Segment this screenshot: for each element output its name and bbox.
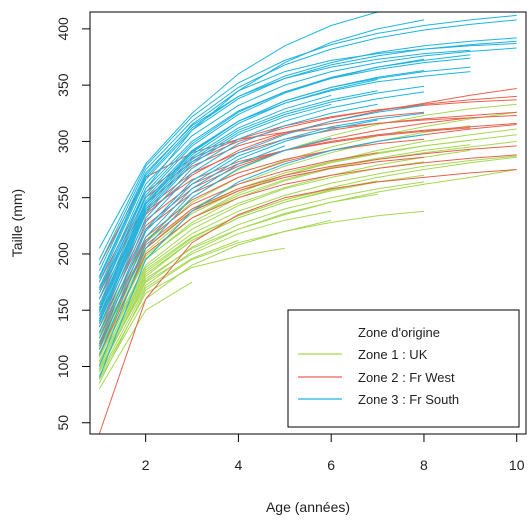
series-3-curve-16 xyxy=(98,58,425,300)
series-3-curve-21 xyxy=(98,14,517,260)
series-1-curve-10 xyxy=(98,193,378,369)
series-3-curve-17 xyxy=(98,137,332,367)
series-2-curve-1 xyxy=(98,169,517,434)
y-tick-label: 150 xyxy=(55,298,71,322)
legend: Zone d'origine Zone 1 : UK Zone 2 : Fr W… xyxy=(287,309,520,428)
series-3-curve-13 xyxy=(98,91,425,328)
y-tick-label: 350 xyxy=(55,73,71,97)
series-3-curve-5 xyxy=(98,85,425,322)
series-3-curve-28 xyxy=(98,134,425,378)
series-3-curve-19 xyxy=(98,79,378,313)
series-3-curve-27 xyxy=(98,90,378,320)
series-2-curve-10 xyxy=(98,111,425,294)
series-3-curve-6 xyxy=(98,47,517,288)
legend-title: Zone d'origine xyxy=(358,325,440,340)
series-3-curve-7 xyxy=(98,103,378,333)
y-axis-title: Taille (mm) xyxy=(9,189,25,257)
series-2-curve-6 xyxy=(98,156,425,345)
legend-box xyxy=(287,309,520,428)
x-tick-label: 10 xyxy=(509,457,525,473)
series-1-curve-14 xyxy=(98,281,193,390)
series-1-curve-11 xyxy=(98,134,517,339)
series-1-curve-7 xyxy=(98,247,285,378)
series-3-curve-14 xyxy=(98,119,378,350)
series-2-curve-16 xyxy=(98,145,517,347)
series-3-curve-24 xyxy=(98,70,425,309)
y-tick-label: 250 xyxy=(55,186,71,210)
series-3-curve-22 xyxy=(98,103,332,324)
series-1-curve-20 xyxy=(98,181,425,371)
series-1-curve-18 xyxy=(98,180,378,365)
series-1-curve-12 xyxy=(98,219,332,381)
series-1-curve-23 xyxy=(98,188,332,363)
series-3-curve-11 xyxy=(98,94,332,316)
y-tick-label: 200 xyxy=(55,242,71,266)
y-tick-label: 100 xyxy=(55,355,71,379)
y-tick-label: 300 xyxy=(55,130,71,154)
x-axis-title: Age (années) xyxy=(266,499,350,515)
series-3-curve-10 xyxy=(98,19,517,266)
series-1-curve-24 xyxy=(98,128,517,349)
series-1-curve-17 xyxy=(98,156,517,358)
series-3-curve-26 xyxy=(98,37,517,279)
legend-label-zone2: Zone 2 : Fr West xyxy=(358,370,455,385)
series-3-curve-15 xyxy=(98,40,517,283)
legend-label-zone3: Zone 3 : Fr South xyxy=(358,392,459,407)
series-3-curve-23 xyxy=(98,57,471,291)
series-1-curve-6 xyxy=(98,155,517,356)
series-2-curve-7 xyxy=(98,99,517,283)
series-1-curve-21 xyxy=(98,125,471,342)
y-tick-label: 400 xyxy=(55,17,71,41)
series-3-curve-18 xyxy=(98,49,471,272)
series-1-curve-16 xyxy=(98,239,239,376)
series-3-curve-25 xyxy=(98,145,285,356)
x-tick-label: 8 xyxy=(420,457,428,473)
plot-frame xyxy=(89,11,527,435)
x-tick-label: 6 xyxy=(327,457,335,473)
series-1-curve-15 xyxy=(98,149,471,347)
series-3-curve-1 xyxy=(98,12,382,249)
series-3-curve-9 xyxy=(98,104,425,339)
y-tick-label: 50 xyxy=(55,415,71,431)
x-tick-label: 4 xyxy=(235,457,243,473)
series-2-curve-11 xyxy=(98,152,378,339)
series-2-curve-12 xyxy=(98,122,517,317)
series-3-curve-20 xyxy=(98,112,425,345)
series-1-curve-5 xyxy=(98,210,332,373)
series-1-curve-3 xyxy=(98,210,425,384)
axes-layer: 2 4 6 8 10 50 100 150 200 250 300 350 400 xyxy=(55,17,525,473)
x-tick-label: 2 xyxy=(142,457,150,473)
curves-layer xyxy=(98,12,517,434)
legend-label-zone1: Zone 1 : UK xyxy=(358,347,428,362)
